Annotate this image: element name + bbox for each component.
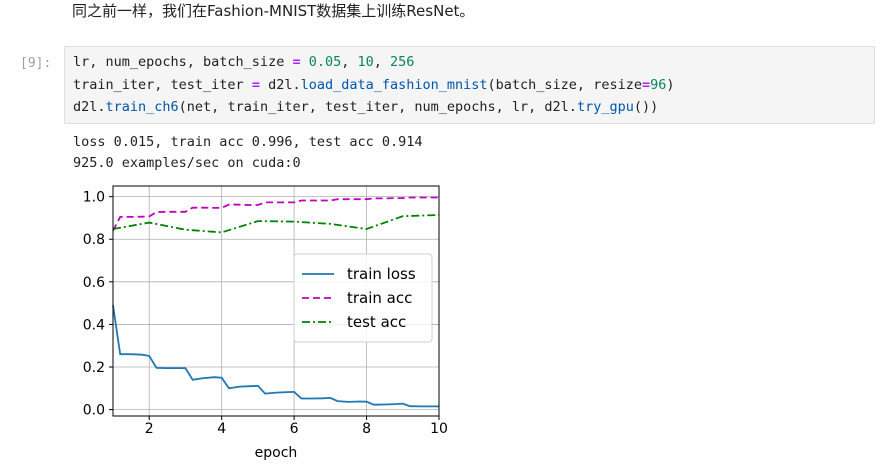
code-token: = [292, 54, 301, 70]
cell-prompt: [9]: [20, 56, 52, 71]
code-line: train_iter, test_iter = d2l.load_data_fa… [73, 74, 874, 97]
y-tick-label: 0.6 [83, 275, 105, 291]
code-token: train_ch6 [105, 99, 179, 115]
code-token: train_iter, test_iter [73, 76, 252, 93]
code-token: d2l. [259, 76, 301, 93]
code-token: ) [666, 76, 675, 93]
x-tick-label: 2 [145, 421, 154, 437]
code-cell[interactable]: lr, num_epochs, batch_size = 0.05, 10, 2… [64, 46, 875, 124]
code-token: (batch_size, resize [487, 76, 642, 93]
x-tick-label: 4 [217, 421, 226, 437]
code-line: d2l.train_ch6(net, train_iter, test_iter… [73, 96, 874, 119]
code-token: 0.05 [308, 54, 342, 70]
y-tick-label: 0.0 [83, 403, 105, 419]
legend-label: train loss [347, 265, 416, 283]
y-tick-label: 0.4 [83, 317, 105, 333]
code-token: (net, train_iter, test_iter, num_epochs,… [178, 99, 577, 115]
training-curve-chart: 2 4 6 8 10 0.0 0.2 0.4 0.6 0.8 1.0 epoch train loss t… [83, 185, 448, 461]
code-token: , [341, 54, 358, 70]
y-tick-label: 0.8 [83, 232, 105, 248]
legend-label: test acc [347, 313, 406, 331]
code-token: ()) [633, 99, 659, 115]
intro-paragraph: 同之前一样，我们在Fashion-MNIST数据集上训练ResNet。 [72, 2, 475, 20]
code-token: 96 [650, 76, 667, 93]
x-tick-label: 8 [362, 421, 371, 437]
y-tick-label: 0.2 [83, 360, 105, 376]
legend-label: train acc [347, 289, 412, 307]
plot-frame [112, 185, 440, 417]
code-token: 256 [390, 54, 415, 70]
code-token: d2l. [73, 99, 106, 115]
output-throughput: 925.0 examples/sec on cuda:0 [73, 155, 301, 171]
code-token: = [251, 76, 260, 93]
series-line-test-acc [112, 214, 440, 234]
x-axis-label: epoch [255, 445, 298, 461]
code-token: 10 [357, 54, 374, 70]
cell-output: loss 0.015, train acc 0.996, test acc 0.… [73, 132, 423, 174]
code-line: lr, num_epochs, batch_size = 0.05, 10, 2… [73, 51, 874, 74]
code-token [301, 54, 309, 70]
legend-box [293, 253, 433, 343]
code-token: try_gpu [576, 99, 634, 115]
code-token: load_data_fashion_mnist [300, 76, 488, 93]
output-metrics: loss 0.015, train acc 0.996, test acc 0.… [73, 134, 423, 150]
code-token: lr, num_epochs, batch_size [73, 54, 293, 70]
code-token: = [641, 76, 651, 93]
y-tick-label: 1.0 [83, 190, 105, 206]
series-line-train-loss [112, 305, 439, 408]
x-tick-label: 6 [290, 421, 299, 437]
x-tick-label: 10 [430, 421, 448, 437]
code-token: , [373, 54, 391, 70]
